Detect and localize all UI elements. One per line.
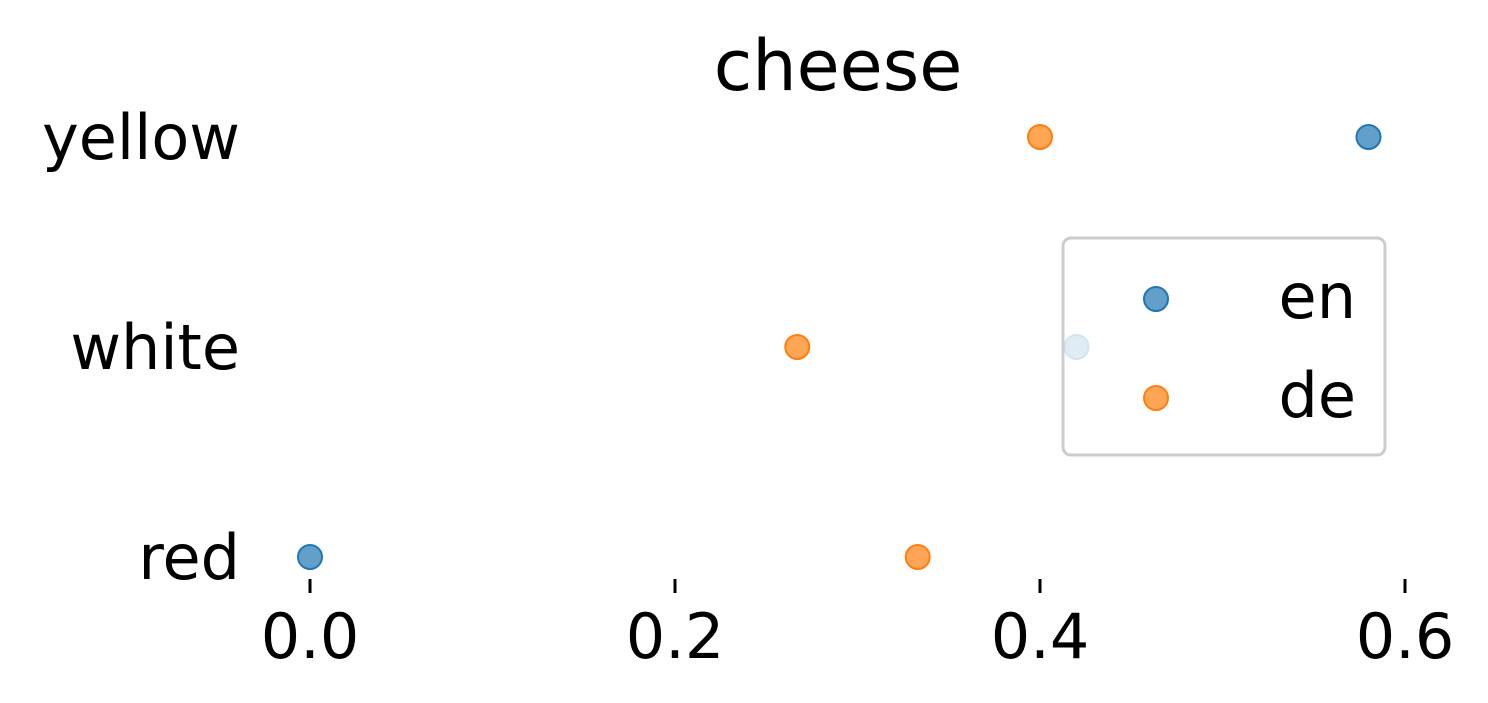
y-tick-label-red: red <box>138 521 240 594</box>
legend-label-de: de <box>1279 359 1357 432</box>
x-tick-label: 0.0 <box>261 600 360 673</box>
legend-label-en: en <box>1279 260 1356 333</box>
chart-title: cheese <box>714 25 963 107</box>
y-tick-label-yellow: yellow <box>42 101 240 174</box>
legend-marker-en <box>1143 286 1169 312</box>
legend: en de <box>1061 236 1387 457</box>
point-de-white <box>784 334 811 360</box>
point-de-red <box>904 544 931 570</box>
point-en-red <box>297 544 323 570</box>
y-tick-label-white: white <box>70 311 240 384</box>
point-de-yellow <box>1027 124 1053 150</box>
data-points <box>297 124 1382 570</box>
point-en-yellow <box>1355 124 1382 150</box>
legend-marker-de <box>1143 385 1169 411</box>
x-axis: 0.0 0.2 0.4 0.6 <box>261 579 1455 673</box>
x-tick-label: 0.6 <box>1356 600 1455 673</box>
x-tick-label: 0.4 <box>991 600 1090 673</box>
y-axis-ticks: red white yellow <box>42 101 240 594</box>
x-tick-label: 0.2 <box>626 600 725 673</box>
